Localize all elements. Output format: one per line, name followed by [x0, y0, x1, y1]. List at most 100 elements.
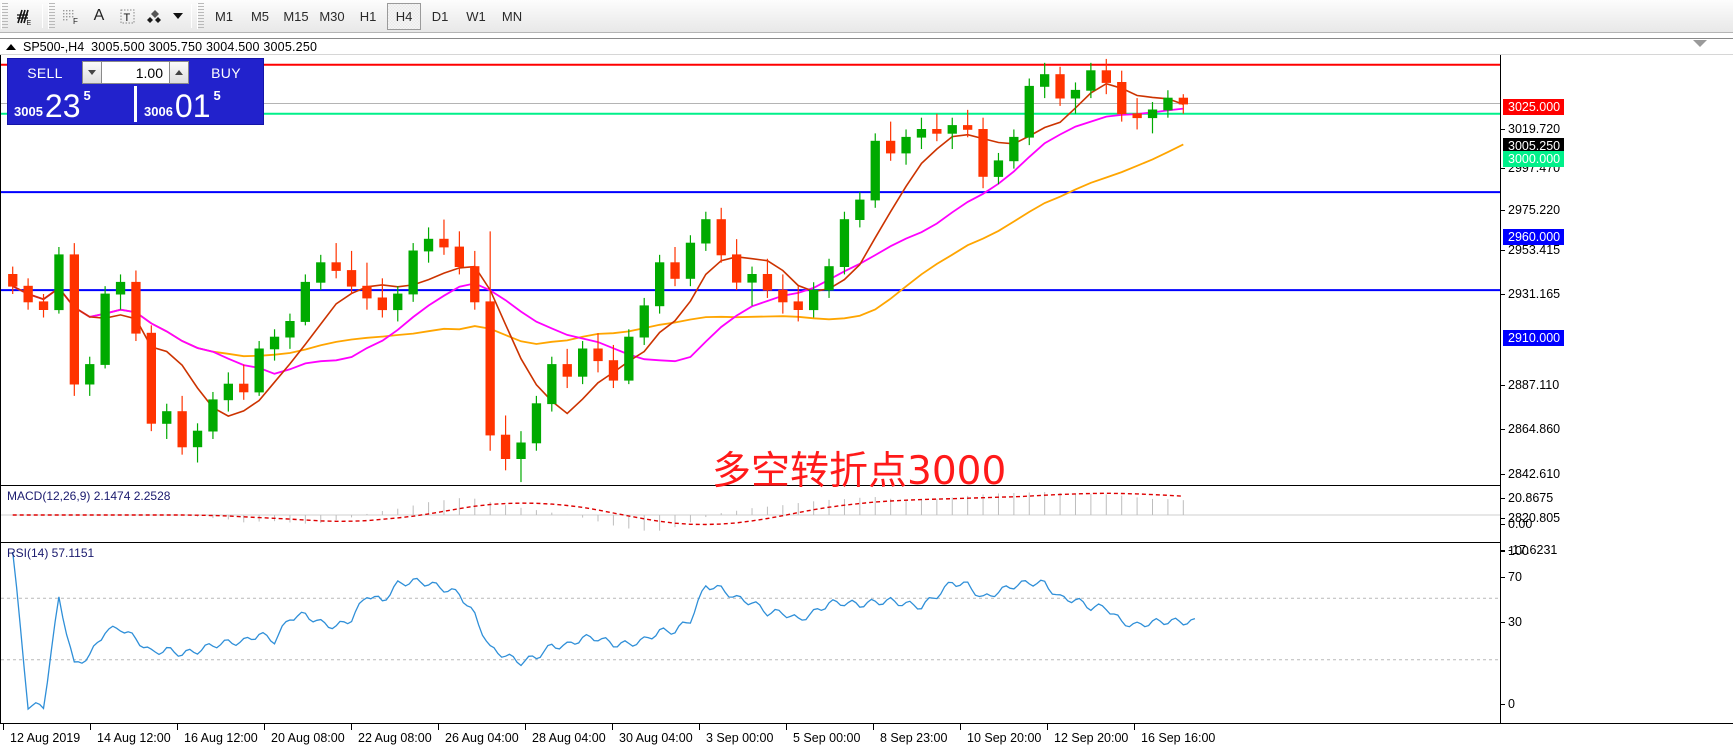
macd-tick-0: 20.8675	[1501, 491, 1553, 505]
price-tick-2887-110: 2887.110	[1501, 378, 1559, 392]
chevron-up-icon	[175, 70, 183, 75]
rsi-pane-label: RSI(14) 57.1151	[7, 546, 95, 560]
text-label-icon-glyph: A	[93, 7, 105, 24]
price-tag-level-2960[interactable]: 2960.000	[1503, 229, 1565, 245]
collapse-triangle-icon[interactable]	[6, 43, 16, 50]
volume-input[interactable]: 1.00	[102, 61, 169, 84]
price-tag-resistance[interactable]: 3025.000	[1503, 99, 1565, 115]
timeframe-button-w1[interactable]: W1	[466, 8, 486, 24]
time-tick: 20 Aug 08:00	[264, 723, 345, 745]
time-tick: 30 Aug 04:00	[612, 723, 693, 745]
buy-price-fraction: 5	[213, 88, 221, 103]
ohlc-values: 3005.500 3005.750 3004.500 3005.250	[91, 39, 318, 54]
trade-panel-quotes: 3005 23 5 3006 01 5	[8, 86, 263, 124]
time-tick: 10 Sep 20:00	[959, 723, 1042, 745]
price-tick-2820-805: 2820.805	[1501, 511, 1560, 525]
time-tick: 14 Aug 12:00	[90, 723, 171, 745]
time-tick: 8 Sep 23:00	[872, 723, 948, 745]
price-pane-svg	[1, 58, 1500, 483]
volume-increment-button[interactable]	[169, 61, 189, 84]
text-object-icon-glyph: T	[120, 9, 134, 24]
price-tick-2953-415: 2953.415	[1501, 243, 1560, 257]
text-object-icon[interactable]: T	[113, 3, 141, 30]
price-tick-3019-720: 3019.720	[1501, 122, 1560, 136]
price-axis[interactable]: 3019.720 2975.220 2953.415 2931.165 2887.110…	[1500, 55, 1733, 723]
timeframe-button-h4[interactable]: H4	[387, 2, 421, 30]
indicators-icon[interactable]: E	[10, 3, 38, 30]
svg-text:T: T	[123, 12, 130, 24]
quote-divider	[134, 86, 137, 122]
grid-f-icon[interactable]: F	[57, 3, 85, 30]
text-label-icon[interactable]: A	[85, 3, 113, 30]
macd-pane-svg	[1, 492, 1500, 531]
price-tag-level-2910[interactable]: 2910.000	[1503, 330, 1565, 346]
timeframe-button-m15[interactable]: M15	[283, 8, 309, 24]
trade-panel-header: SELL 1.00 BUY	[8, 59, 263, 86]
svg-text:F: F	[73, 17, 78, 26]
timeframe-button-h1[interactable]: H1	[359, 8, 377, 24]
timeframe-button-m5[interactable]: M5	[250, 8, 270, 24]
toolbar-separator-1	[42, 4, 43, 28]
sell-button[interactable]: SELL	[27, 64, 63, 81]
chart-collapse-arrow-icon[interactable]	[1693, 40, 1707, 47]
rsi-tick-0: 0	[1501, 697, 1515, 711]
timeframe-button-m1[interactable]: M1	[214, 8, 234, 24]
time-tick: 22 Aug 08:00	[351, 723, 432, 745]
time-tick: 26 Aug 04:00	[438, 723, 519, 745]
symbol-info-bar: SP500-,H4 3005.500 3005.750 3004.500 300…	[0, 38, 1733, 55]
volume-decrement-button[interactable]	[82, 61, 102, 84]
time-tick: 3 Sep 00:00	[698, 723, 774, 745]
rsi-pane[interactable]: RSI(14) 57.1151	[1, 544, 1500, 723]
volume-stepper[interactable]: 1.00	[82, 61, 189, 84]
rsi-tick-30: 30	[1501, 615, 1522, 629]
shapes-dropdown-arrow-icon[interactable]	[169, 3, 187, 30]
one-click-trading-panel[interactable]: SELL 1.00 BUY 3005 23 5 3006 01	[7, 58, 264, 125]
toolbar-grip-2[interactable]	[48, 3, 55, 29]
buy-price-display[interactable]: 3006 01 5	[140, 86, 261, 122]
timeframe-button-d1[interactable]: D1	[431, 8, 449, 24]
price-tag-bid[interactable]: 3000.000	[1503, 151, 1565, 167]
price-tick-2864-860: 2864.860	[1501, 422, 1560, 436]
toolbar-grip-3[interactable]	[197, 3, 204, 29]
price-tag-last[interactable]: 3005.250	[1503, 138, 1565, 154]
chevron-down-icon	[88, 70, 96, 75]
macd-pane[interactable]: MACD(12,26,9) 2.1474 2.2528	[1, 487, 1500, 543]
time-tick: 16 Sep 16:00	[1133, 723, 1216, 745]
buy-button[interactable]: BUY	[211, 64, 241, 81]
time-tick: 12 Aug 2019	[2, 723, 81, 745]
timeframe-button-m30[interactable]: M30	[319, 8, 345, 24]
sell-price-fraction: 5	[83, 88, 91, 103]
grid-f-icon-glyph: F	[63, 9, 78, 26]
shapes-icon[interactable]	[141, 3, 169, 30]
main-toolbar: E F A	[0, 0, 1733, 33]
timeframe-group: M1 M5 M15 M30 H1 H4 D1 W1 MN	[206, 2, 530, 30]
sell-price-display[interactable]: 3005 23 5	[10, 86, 131, 122]
rsi-tick-100: 100	[1501, 544, 1529, 558]
time-axis[interactable]: 12 Aug 2019 14 Aug 12:00 16 Aug 12:00 20 Au…	[0, 723, 1733, 752]
sell-price-whole: 3005	[14, 104, 43, 119]
time-tick: 16 Aug 12:00	[177, 723, 258, 745]
price-tick-2975-220: 2975.220	[1501, 203, 1560, 217]
timeframe-button-mn[interactable]: MN	[501, 8, 523, 24]
svg-text:E: E	[26, 20, 31, 26]
chart-annotation-text: 多空转折点3000	[712, 449, 1007, 494]
chevron-down-icon	[173, 13, 183, 19]
chart-canvas[interactable]: MACD(12,26,9) 2.1474 2.2528 RSI(14) 57.1…	[0, 55, 1500, 723]
sell-price-big: 23	[44, 88, 81, 125]
time-tick: 5 Sep 00:00	[785, 723, 861, 745]
macd-tick-1: 0.00	[1501, 517, 1532, 531]
price-pane[interactable]	[1, 55, 1500, 486]
buy-price-big: 01	[174, 88, 211, 125]
shapes-icon-glyph	[147, 9, 161, 23]
rsi-tick-70: 70	[1501, 570, 1522, 584]
indicators-icon-glyph: E	[16, 9, 31, 26]
time-tick: 12 Sep 20:00	[1046, 723, 1129, 745]
macd-pane-label: MACD(12,26,9) 2.1474 2.2528	[7, 489, 171, 503]
price-tick-2931-165: 2931.165	[1501, 287, 1560, 301]
time-tick: 28 Aug 04:00	[525, 723, 606, 745]
rsi-pane-svg	[1, 551, 1500, 711]
toolbar-grip-1[interactable]	[1, 3, 8, 29]
toolbar-separator-2	[191, 4, 192, 28]
buy-price-whole: 3006	[144, 104, 173, 119]
